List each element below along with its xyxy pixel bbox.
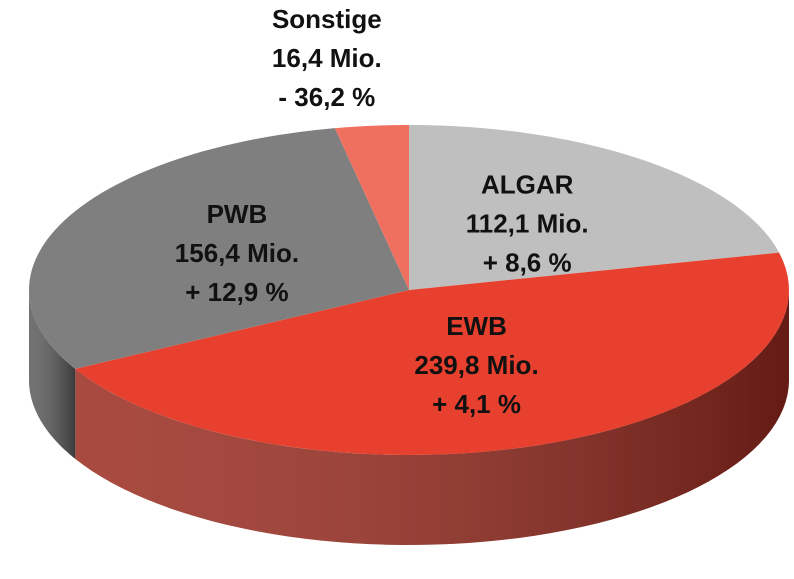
- slice-side-shade: [75, 290, 790, 545]
- change-label: - 36,2 %: [278, 82, 375, 112]
- slice: [29, 128, 409, 369]
- value-label: 112,1 Mio.: [466, 208, 589, 238]
- category-label: PWB: [207, 199, 268, 229]
- value-label: 239,8 Mio.: [414, 350, 538, 380]
- category-label: ALGAR: [481, 169, 574, 199]
- value-label: 156,4 Mio.: [175, 238, 299, 268]
- slice-label: ALGAR 112,1 Mio. + 8,6 %: [466, 169, 589, 277]
- value-label: 16,4 Mio.: [272, 43, 382, 73]
- slice-side-shade: [29, 290, 76, 459]
- slice: [334, 125, 409, 290]
- slice-label: PWB 156,4 Mio. + 12,9 %: [175, 199, 299, 307]
- change-label: + 12,9 %: [185, 277, 288, 307]
- category-label: Sonstige: [272, 4, 382, 34]
- slice-label: Sonstige 16,4 Mio. - 36,2 %: [272, 4, 382, 112]
- slice: [409, 125, 780, 290]
- slice-label: EWB 239,8 Mio. + 4,1 %: [414, 311, 538, 419]
- slice: [75, 252, 789, 455]
- change-label: + 4,1 %: [432, 389, 521, 419]
- change-label: + 8,6 %: [483, 247, 572, 277]
- category-label: EWB: [446, 311, 507, 341]
